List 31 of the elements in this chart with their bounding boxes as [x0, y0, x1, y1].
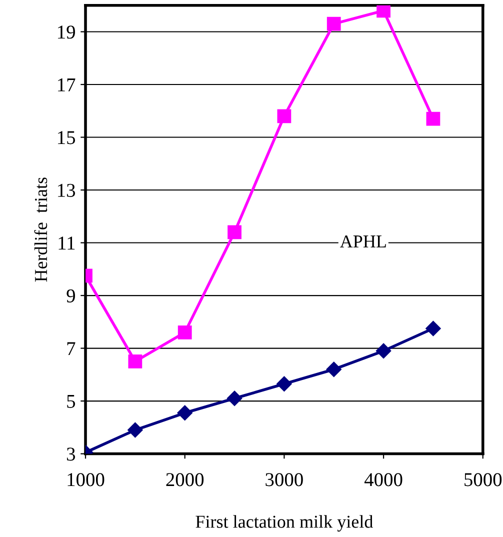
point: [426, 320, 441, 336]
x-axis-title: First lactation milk yield: [196, 515, 373, 532]
point: [376, 5, 390, 18]
y-tick-label: 15: [58, 131, 76, 144]
point: [228, 225, 242, 240]
point: [128, 354, 142, 368]
annotation: APHL: [340, 235, 386, 248]
y-tick-label: 13: [58, 184, 76, 197]
point: [276, 376, 292, 392]
y-tick-label: 17: [58, 78, 76, 92]
y-tick-label: 9: [66, 289, 75, 302]
point: [426, 112, 440, 126]
x-tick-label: 1000: [68, 473, 104, 486]
point: [326, 16, 341, 31]
y-tick-label: 7: [67, 342, 76, 356]
x-tick-label: 2000: [166, 473, 204, 486]
point: [277, 109, 292, 124]
y-tick-label: 5: [67, 395, 76, 408]
point: [226, 390, 242, 406]
point: [178, 325, 192, 340]
x-tick-label: 4000: [364, 473, 402, 486]
x-tick-label: 5000: [464, 473, 502, 486]
point: [326, 362, 342, 377]
point: [376, 343, 392, 358]
y-tick-label: 11: [58, 236, 75, 250]
point: [177, 405, 192, 420]
y-tick-label: 19: [58, 26, 75, 39]
point: [128, 422, 143, 438]
y-axis-title: Herdlife triats: [34, 178, 48, 282]
y-tick-label: 3: [66, 448, 76, 461]
x-tick-label: 3000: [266, 473, 303, 486]
